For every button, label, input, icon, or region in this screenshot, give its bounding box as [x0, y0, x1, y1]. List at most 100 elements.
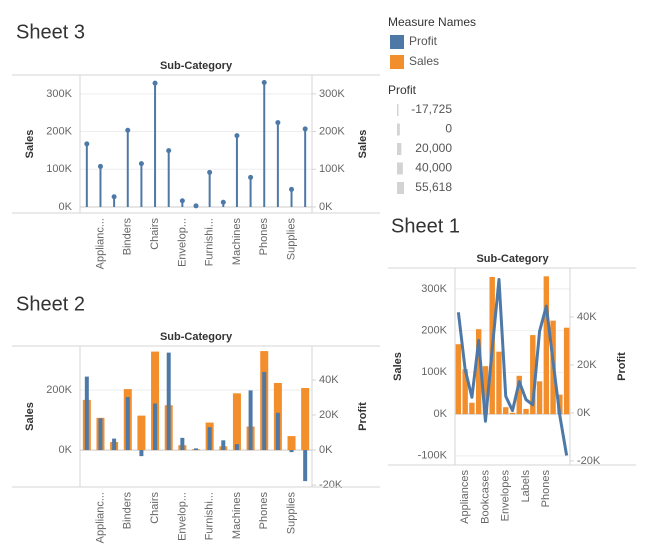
bar [275, 412, 280, 451]
bar [234, 444, 239, 451]
x-tick-label: Binders [122, 492, 134, 530]
bar [475, 329, 482, 415]
x-tick-label: Supplies [285, 492, 297, 535]
bar [232, 393, 241, 451]
lollipop-head [152, 80, 158, 86]
bar [151, 351, 160, 451]
y2-tick-label: 40K [319, 374, 339, 386]
sheet-title: Sheet 3 [16, 21, 85, 43]
lollipop-head [275, 120, 281, 126]
y-tick-label: 0K [59, 444, 73, 456]
lollipop-head [248, 174, 254, 180]
size-legend-mark [397, 182, 404, 194]
bar [530, 335, 536, 415]
x-tick-label: Applianc... [94, 218, 106, 269]
size-legend-mark [397, 162, 403, 175]
bar [153, 403, 158, 451]
y-tick-label: 0K [59, 201, 73, 213]
legend-label: Profit [409, 34, 438, 48]
lollipop-head [179, 198, 185, 204]
sheet-title: Sheet 2 [16, 293, 85, 315]
y2-tick-label: 20K [577, 359, 597, 371]
x-tick-label: Bookcases [479, 470, 491, 524]
size-legend-mark [397, 104, 399, 116]
y2-tick-label: 0K [577, 407, 591, 419]
y-tick-label: 100K [46, 163, 72, 175]
bar [482, 366, 489, 415]
size-legend-label: -17,725 [411, 102, 452, 116]
lollipop-head [207, 169, 213, 175]
y2-axis-title: Sales [357, 130, 369, 159]
y2-tick-label: 300K [319, 88, 345, 100]
x-axis-header: Sub-Category [160, 331, 233, 343]
legend-label: Sales [409, 54, 439, 68]
bar [207, 427, 212, 451]
y-tick-label: 300K [46, 88, 72, 100]
bar [194, 448, 198, 451]
size-legend-label: 20,000 [415, 141, 452, 155]
lollipop-head [220, 199, 226, 205]
size-legend-label: 40,000 [415, 161, 452, 175]
x-tick-label: Envelopes [500, 470, 512, 522]
bar [543, 276, 550, 415]
lollipop-head [193, 203, 199, 209]
y2-tick-label: 200K [319, 125, 345, 137]
y-tick-label: 200K [46, 384, 72, 396]
bar [469, 402, 475, 415]
profit-line [456, 277, 569, 456]
x-tick-label: Chairs [149, 218, 161, 250]
bar [523, 408, 529, 415]
bar [462, 369, 468, 415]
lollipop-head [97, 163, 103, 169]
x-tick-label: Labels [520, 470, 532, 503]
y2-axis-title: Profit [616, 352, 628, 381]
bar [84, 376, 89, 451]
x-axis-header: Sub-Category [160, 60, 233, 72]
legend-title: Measure Names [388, 15, 476, 29]
bar [503, 407, 509, 415]
bar [180, 437, 185, 451]
bar [289, 450, 294, 453]
y-tick-label: -100K [418, 450, 448, 462]
size-legend-label: 0 [445, 122, 452, 136]
bar [536, 381, 543, 415]
x-tick-label: Phones [258, 492, 270, 530]
y2-tick-label: 0K [319, 444, 333, 456]
x-tick-label: Envelop... [176, 218, 188, 267]
bar [262, 372, 267, 451]
legend-swatch [390, 35, 404, 49]
bar [303, 450, 308, 482]
lollipop-head [84, 141, 90, 147]
x-tick-label: Furnishi... [204, 218, 216, 266]
x-tick-label: Binders [122, 218, 134, 256]
x-axis-header: Sub-Category [476, 253, 549, 265]
lollipop-head [138, 161, 144, 167]
bar [287, 436, 296, 451]
y-tick-label: 0K [434, 408, 448, 420]
bar [301, 388, 310, 451]
lollipop-head [261, 80, 267, 86]
y2-tick-label: -20K [577, 455, 601, 467]
x-tick-label: Applianc... [94, 492, 106, 543]
y-axis-title: Sales [392, 352, 404, 381]
y-axis-title: Sales [24, 402, 36, 431]
y-tick-label: 100K [421, 366, 447, 378]
lollipop-head [289, 186, 295, 192]
x-tick-label: Appliances [459, 470, 471, 524]
sheet-title: Sheet 1 [391, 215, 460, 237]
bar [166, 352, 171, 451]
bar [516, 375, 522, 415]
y2-tick-label: 20K [319, 409, 339, 421]
bar [496, 351, 502, 415]
bar [509, 412, 516, 415]
x-tick-label: Furnishi... [204, 492, 216, 540]
bar [98, 418, 103, 451]
size-legend-label: 55,618 [415, 180, 452, 194]
bar [248, 390, 253, 451]
bar [221, 440, 226, 451]
y2-tick-label: 40K [577, 311, 597, 323]
lollipop-head [234, 133, 240, 139]
x-tick-label: Phones [258, 218, 270, 256]
x-tick-label: Phones [540, 470, 552, 508]
bar [112, 438, 117, 451]
